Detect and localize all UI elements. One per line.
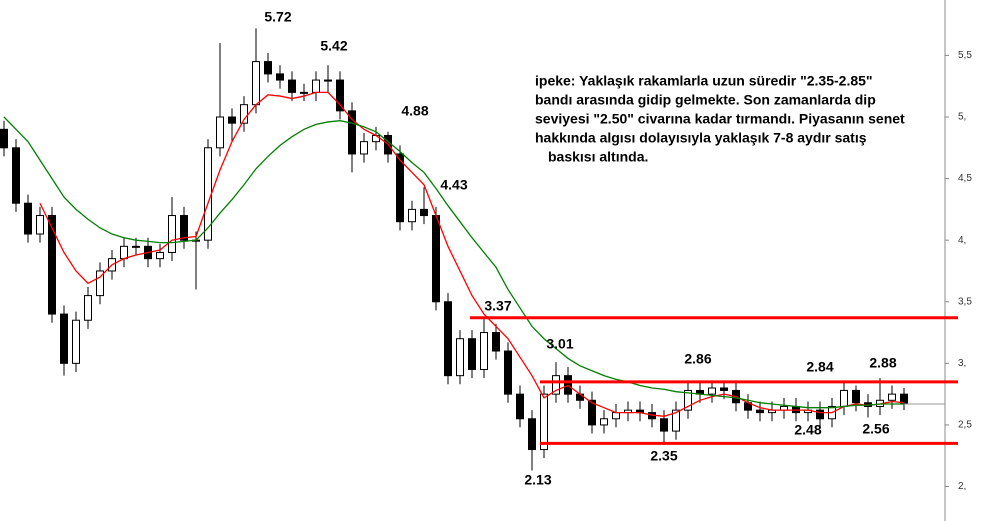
candle-body [396, 153, 404, 223]
moving-average [39, 91, 905, 417]
candle-body [168, 215, 176, 253]
candle-body [300, 91, 308, 94]
candle-body [324, 79, 332, 82]
candle-body [816, 409, 824, 420]
y-tick-label: 2,5 [958, 420, 972, 431]
candle-body [228, 116, 236, 124]
price-annotation: 2.84 [806, 359, 833, 375]
candle-body [504, 350, 512, 395]
price-annotation: 2.35 [650, 448, 677, 464]
candle-body [492, 332, 500, 352]
candle-body [312, 79, 320, 93]
candle-body [276, 73, 284, 81]
candle-body [180, 215, 188, 241]
candle-body [408, 208, 416, 223]
candle-body [120, 245, 128, 260]
price-annotation: 2.86 [684, 351, 711, 367]
price-annotation: 5.42 [320, 38, 347, 54]
y-tick-label: 5, [958, 112, 966, 123]
candle-body [96, 270, 104, 297]
candle-body [468, 338, 476, 371]
candle-body [672, 409, 680, 432]
price-annotation: 3.37 [484, 298, 511, 314]
candle-body [0, 128, 8, 149]
candle-body [360, 141, 368, 155]
candle-body [24, 202, 32, 235]
price-annotation: 5.72 [264, 9, 291, 25]
candle-body [540, 393, 548, 451]
candle-body [264, 61, 272, 75]
candle-body [528, 418, 536, 451]
candle-body [612, 412, 620, 420]
price-annotation: 4.43 [440, 177, 467, 193]
y-tick-label: 5,5 [958, 50, 972, 61]
candle-body [552, 375, 560, 395]
candle-body [372, 134, 380, 143]
candle-body [288, 79, 296, 93]
price-annotation: 4.88 [401, 103, 428, 119]
candle-body [348, 110, 356, 155]
candle-body [240, 104, 248, 124]
candle-body [420, 208, 428, 217]
candle-body [660, 418, 668, 432]
y-tick-label: 2, [958, 481, 966, 492]
candle-body [456, 338, 464, 377]
y-tick-label: 4,5 [958, 173, 972, 184]
candle-body [156, 251, 164, 260]
candle-body [84, 295, 92, 321]
candle-body [216, 116, 224, 149]
candle-body [336, 79, 344, 112]
moving-average [3, 116, 904, 409]
candle-body [684, 389, 692, 411]
y-tick-label: 3, [958, 358, 966, 369]
price-annotation: 2.56 [862, 421, 889, 437]
candle-body [60, 313, 68, 364]
y-tick-label: 4, [958, 235, 966, 246]
note-line: ipeke: Yaklaşık rakamlarla uzun süredir … [535, 73, 873, 89]
price-annotation: 3.01 [546, 336, 573, 352]
candle-body [480, 332, 488, 371]
candle-body [48, 215, 56, 315]
price-annotation: 2.88 [869, 355, 896, 371]
price-annotation: 2.13 [524, 472, 551, 488]
candle-body [576, 393, 584, 401]
candle-body [840, 389, 848, 407]
note-line: bandı arasında gidip gelmekte. Son zaman… [535, 92, 876, 108]
candle-body [36, 215, 44, 235]
note-line: seviyesi "2.50" civarına kadar tırmandı.… [535, 111, 905, 127]
candle-body [600, 418, 608, 426]
candle-body [516, 393, 524, 420]
y-tick-label: 3,5 [958, 296, 972, 307]
candle-body [888, 393, 896, 401]
note-line: hakkında algısı dolayısıyla yaklaşık 7-8… [535, 130, 867, 146]
candle-body [756, 409, 764, 414]
candle-body [444, 301, 452, 377]
candle-body [252, 61, 260, 106]
candle-body [132, 245, 140, 248]
note-line: baskısı altında. [548, 149, 648, 165]
candle-body [720, 387, 728, 391]
candle-body [432, 215, 440, 303]
candle-body [72, 319, 80, 364]
price-annotation: 2.48 [794, 422, 821, 438]
candle-body [588, 399, 596, 426]
candle-body [852, 389, 860, 404]
candle-body [708, 387, 716, 395]
candle-body [12, 147, 20, 204]
candle-body [204, 147, 212, 241]
